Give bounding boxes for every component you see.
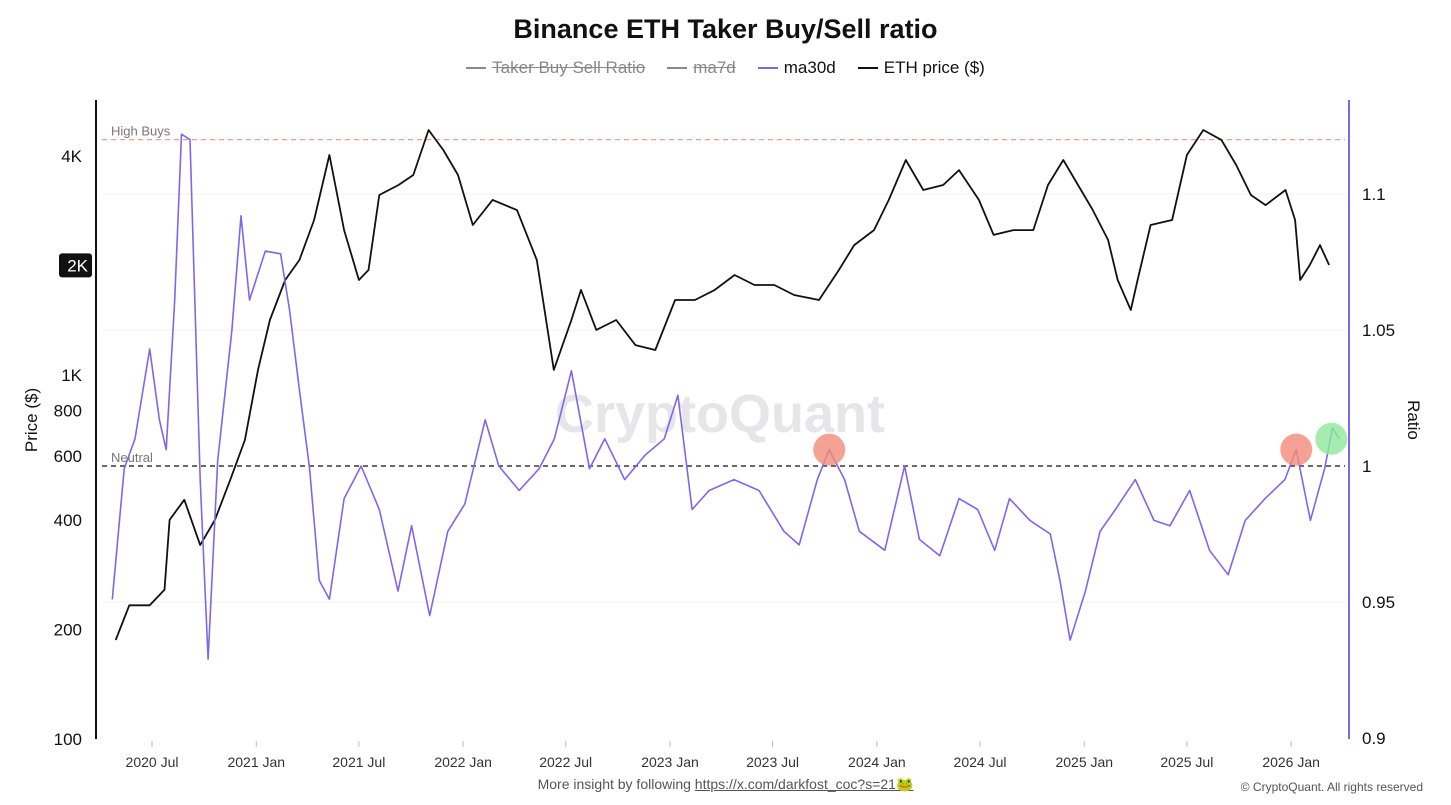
y-left-tick-label: 600	[54, 447, 82, 466]
y-right-tick-label: 0.95	[1362, 593, 1395, 612]
legend-label: ETH price ($)	[883, 58, 985, 77]
legend-label: ma7d	[693, 58, 736, 77]
legend-swatch	[466, 67, 487, 69]
y-right-axis-label: Ratio	[1404, 400, 1423, 440]
legend-swatch	[667, 67, 688, 69]
highlight-marker	[1280, 433, 1313, 466]
footer-text: More insight by following	[537, 776, 695, 792]
legend-item-ma7d[interactable]: ma7d	[667, 58, 736, 78]
series-line-ma30d	[111, 133, 1340, 660]
x-tick-label: 2024 Jul	[954, 754, 1007, 770]
legend: Taker Buy Sell Ratio ma7d ma30d ETH pric…	[0, 58, 1451, 78]
legend-item-taker-buy-sell-ratio[interactable]: Taker Buy Sell Ratio	[466, 58, 645, 78]
footer: More insight by following https://x.com/…	[0, 776, 1451, 793]
y-left-tick-label: 4K	[61, 147, 82, 166]
reference-line-label: High Buys	[111, 124, 171, 139]
y-right-tick-label: 1	[1362, 457, 1371, 476]
y-left-tick-label: 800	[54, 401, 82, 420]
x-tick-label: 2025 Jan	[1055, 754, 1113, 770]
highlighted-tick-box	[59, 253, 92, 278]
legend-swatch	[757, 67, 778, 69]
x-tick-label: 2022 Jan	[434, 754, 492, 770]
y-left-tick-label: 400	[54, 511, 82, 530]
x-tick-label: 2026 Jan	[1262, 754, 1320, 770]
copyright: © CryptoQuant. All rights reserved	[1240, 780, 1423, 794]
chart-title: Binance ETH Taker Buy/Sell ratio	[513, 14, 938, 44]
y-left-tick-label: 100	[54, 730, 82, 749]
legend-swatch	[857, 67, 878, 69]
highlight-marker	[1315, 422, 1348, 455]
x-tick-label: 2025 Jul	[1160, 754, 1213, 770]
y-left-tick-label: 2K	[67, 256, 88, 275]
y-right-tick-label: 1.1	[1362, 185, 1386, 204]
legend-item-eth-price[interactable]: ETH price ($)	[857, 58, 985, 78]
legend-label: ma30d	[783, 58, 836, 77]
y-left-tick-label: 1K	[61, 366, 82, 385]
x-tick-label: 2022 Jul	[539, 754, 592, 770]
legend-item-ma30d[interactable]: ma30d	[757, 58, 836, 78]
highlight-marker	[813, 433, 846, 466]
footer-link[interactable]: https://x.com/darkfost_coc?s=21🐸	[695, 776, 914, 792]
x-tick-label: 2021 Jul	[332, 754, 385, 770]
frog-emoji: 🐸	[895, 776, 914, 792]
y-left-axis-label: Price ($)	[22, 388, 41, 452]
x-tick-label: 2020 Jul	[126, 754, 179, 770]
series-line-eth-price-	[114, 129, 1330, 641]
y-right-tick-label: 0.9	[1362, 729, 1386, 748]
y-right-tick-label: 1.05	[1362, 321, 1395, 340]
reference-line-label: Neutral	[111, 450, 153, 465]
x-tick-label: 2023 Jul	[746, 754, 799, 770]
x-tick-label: 2024 Jan	[848, 754, 906, 770]
legend-label: Taker Buy Sell Ratio	[492, 58, 646, 77]
y-left-tick-label: 200	[54, 620, 82, 639]
footer-link-text: https://x.com/darkfost_coc?s=21	[694, 776, 896, 792]
x-tick-label: 2021 Jan	[227, 754, 285, 770]
x-tick-label: 2023 Jan	[641, 754, 699, 770]
